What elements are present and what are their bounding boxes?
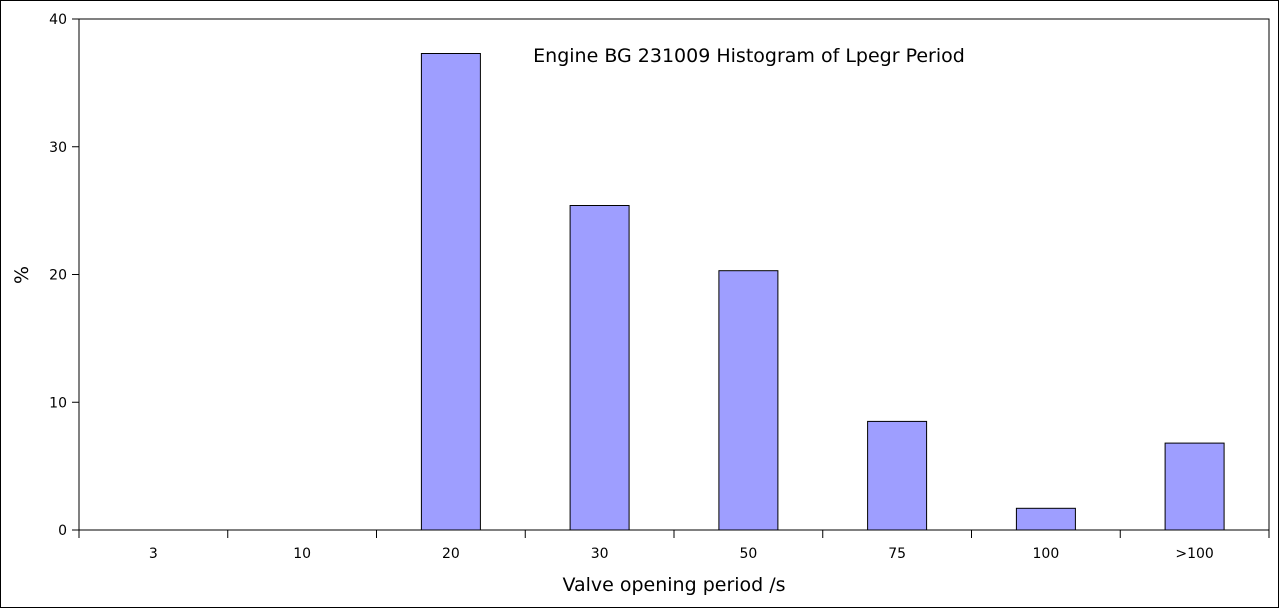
x-axis-title: Valve opening period /s bbox=[562, 574, 785, 596]
y-tick-label: 30 bbox=[49, 140, 67, 156]
y-axis-title: % bbox=[11, 266, 33, 284]
bar-100 bbox=[1015, 507, 1076, 531]
x-tick-label: 30 bbox=[591, 546, 609, 562]
x-tick-label: 50 bbox=[739, 546, 757, 562]
bar-50 bbox=[718, 270, 779, 531]
bar-20 bbox=[420, 53, 481, 531]
y-tick-label: 10 bbox=[49, 395, 67, 411]
bar-30 bbox=[569, 205, 630, 531]
bar-gt100 bbox=[1164, 442, 1225, 531]
y-tick-label: 20 bbox=[49, 268, 67, 284]
x-tick-label: >100 bbox=[1175, 546, 1213, 562]
bar-75 bbox=[867, 420, 928, 531]
plot-frame bbox=[78, 18, 1270, 531]
y-tick-label: 0 bbox=[58, 523, 67, 539]
x-tick-label: 3 bbox=[149, 546, 158, 562]
x-tick-label: 75 bbox=[888, 546, 906, 562]
y-tick-label: 40 bbox=[49, 12, 67, 28]
axes-layer: 0 10 20 30 40 3 10 20 30 50 75 100 >100 bbox=[49, 12, 1270, 562]
x-tick-label: 10 bbox=[293, 546, 311, 562]
bars-layer bbox=[420, 53, 1225, 531]
x-tick-label: 100 bbox=[1033, 546, 1060, 562]
x-tick-label: 20 bbox=[442, 546, 460, 562]
chart-title: Engine BG 231009 Histogram of Lpegr Peri… bbox=[533, 45, 965, 67]
